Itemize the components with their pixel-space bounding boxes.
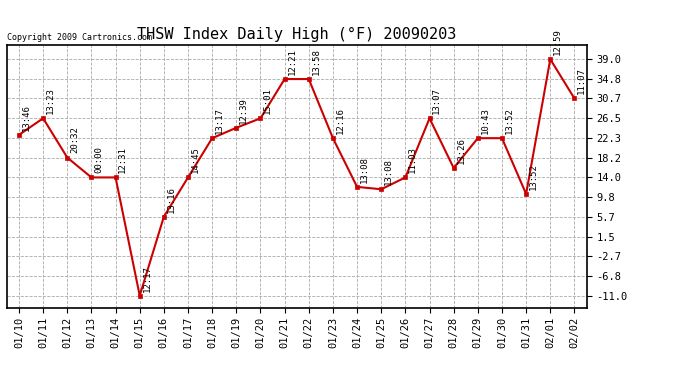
Text: 15:01: 15:01 bbox=[264, 87, 273, 114]
Text: 13:26: 13:26 bbox=[457, 137, 466, 164]
Text: 13:08: 13:08 bbox=[360, 156, 369, 183]
Text: 13:23: 13:23 bbox=[46, 87, 55, 114]
Text: 13:46: 13:46 bbox=[22, 104, 31, 131]
Text: 12:39: 12:39 bbox=[239, 97, 248, 124]
Text: 12:59: 12:59 bbox=[553, 28, 562, 55]
Text: 13:52: 13:52 bbox=[529, 163, 538, 190]
Text: 12:17: 12:17 bbox=[143, 265, 152, 291]
Title: THSW Index Daily High (°F) 20090203: THSW Index Daily High (°F) 20090203 bbox=[137, 27, 456, 42]
Text: 10:43: 10:43 bbox=[481, 107, 490, 134]
Text: 11:03: 11:03 bbox=[408, 146, 417, 173]
Text: 20:32: 20:32 bbox=[70, 126, 79, 153]
Text: 12:16: 12:16 bbox=[336, 107, 345, 134]
Text: 13:52: 13:52 bbox=[505, 107, 514, 134]
Text: 13:08: 13:08 bbox=[384, 158, 393, 185]
Text: 13:58: 13:58 bbox=[312, 48, 321, 75]
Text: Copyright 2009 Cartronics.com: Copyright 2009 Cartronics.com bbox=[7, 33, 152, 42]
Text: 13:07: 13:07 bbox=[433, 87, 442, 114]
Text: 11:07: 11:07 bbox=[578, 68, 586, 94]
Text: 12:21: 12:21 bbox=[288, 48, 297, 75]
Text: 14:45: 14:45 bbox=[191, 146, 200, 173]
Text: 13:17: 13:17 bbox=[215, 107, 224, 134]
Text: 12:31: 12:31 bbox=[119, 146, 128, 173]
Text: 13:16: 13:16 bbox=[167, 186, 176, 213]
Text: 00:00: 00:00 bbox=[95, 146, 103, 173]
